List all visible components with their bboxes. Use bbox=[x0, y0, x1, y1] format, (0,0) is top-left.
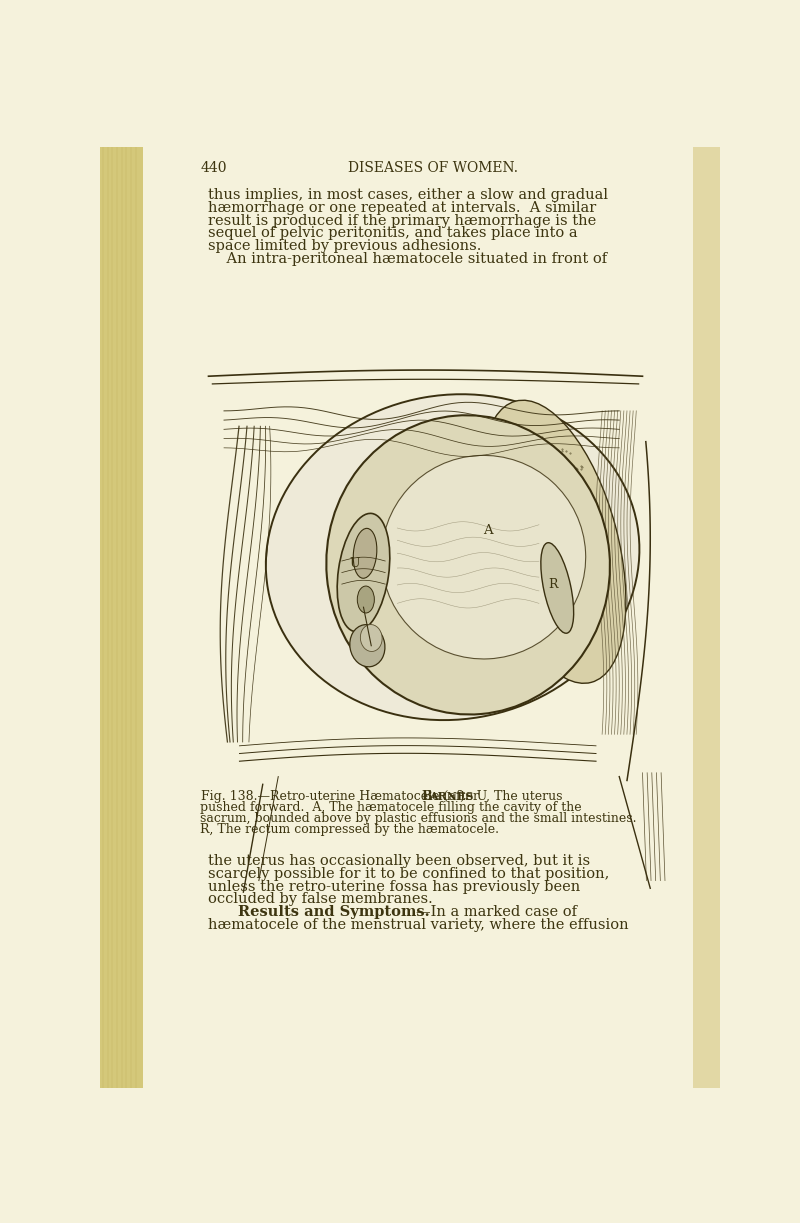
Ellipse shape bbox=[266, 394, 639, 720]
Text: A: A bbox=[482, 523, 492, 537]
Text: scarcely possible for it to be confined to that position,: scarcely possible for it to be confined … bbox=[209, 867, 610, 881]
Text: hæmorrhage or one repeated at intervals.  A similar: hæmorrhage or one repeated at intervals.… bbox=[209, 201, 597, 215]
Text: hæmatocele of the menstrual variety, where the effusion: hæmatocele of the menstrual variety, whe… bbox=[209, 917, 629, 932]
Text: result is produced if the primary hæmorrhage is the: result is produced if the primary hæmorr… bbox=[209, 214, 597, 227]
Text: Results and Symptoms.: Results and Symptoms. bbox=[238, 905, 430, 918]
Text: DISEASES OF WOMEN.: DISEASES OF WOMEN. bbox=[348, 161, 518, 175]
Text: sequel of pelvic peritonitis, and takes place into a: sequel of pelvic peritonitis, and takes … bbox=[209, 226, 578, 240]
Text: occluded by false membranes.: occluded by false membranes. bbox=[209, 893, 434, 906]
Text: Fig. 138.—Retro-uterine Hæmatocele (after: Fig. 138.—Retro-uterine Hæmatocele (afte… bbox=[201, 790, 482, 802]
Text: the uterus has occasionally been observed, but it is: the uterus has occasionally been observe… bbox=[209, 854, 590, 868]
Bar bbox=[693, 147, 720, 1088]
Ellipse shape bbox=[358, 586, 374, 613]
Text: sacrum, bounded above by plastic effusions and the small intestines.: sacrum, bounded above by plastic effusio… bbox=[200, 812, 637, 826]
Text: An intra-peritoneal hæmatocele situated in front of: An intra-peritoneal hæmatocele situated … bbox=[209, 252, 608, 265]
Ellipse shape bbox=[326, 416, 610, 714]
Text: R, The rectum compressed by the hæmatocele.: R, The rectum compressed by the hæmatoce… bbox=[200, 823, 499, 837]
Ellipse shape bbox=[350, 625, 385, 667]
Ellipse shape bbox=[360, 625, 382, 652]
Text: 440: 440 bbox=[201, 161, 227, 175]
Text: B: B bbox=[422, 790, 432, 802]
Text: —In a marked case of: —In a marked case of bbox=[416, 905, 578, 918]
Bar bbox=[100, 147, 142, 1088]
Text: pushed forward.  A, The hæmatocele filling the cavity of the: pushed forward. A, The hæmatocele fillin… bbox=[200, 801, 582, 813]
Ellipse shape bbox=[541, 543, 574, 634]
Ellipse shape bbox=[354, 528, 377, 578]
Text: U: U bbox=[349, 556, 359, 570]
Text: R: R bbox=[549, 577, 558, 591]
Text: ARNES: ARNES bbox=[430, 791, 474, 802]
Text: unless the retro-uterine fossa has previously been: unless the retro-uterine fossa has previ… bbox=[209, 879, 581, 894]
Ellipse shape bbox=[382, 455, 586, 659]
Text: thus implies, in most cases, either a slow and gradual: thus implies, in most cases, either a sl… bbox=[209, 188, 609, 202]
Ellipse shape bbox=[337, 514, 390, 632]
Text: ).  U, The uterus: ). U, The uterus bbox=[460, 790, 563, 802]
Text: space limited by previous adhesions.: space limited by previous adhesions. bbox=[209, 238, 482, 253]
Bar bbox=[186, 357, 674, 796]
Ellipse shape bbox=[481, 400, 626, 684]
